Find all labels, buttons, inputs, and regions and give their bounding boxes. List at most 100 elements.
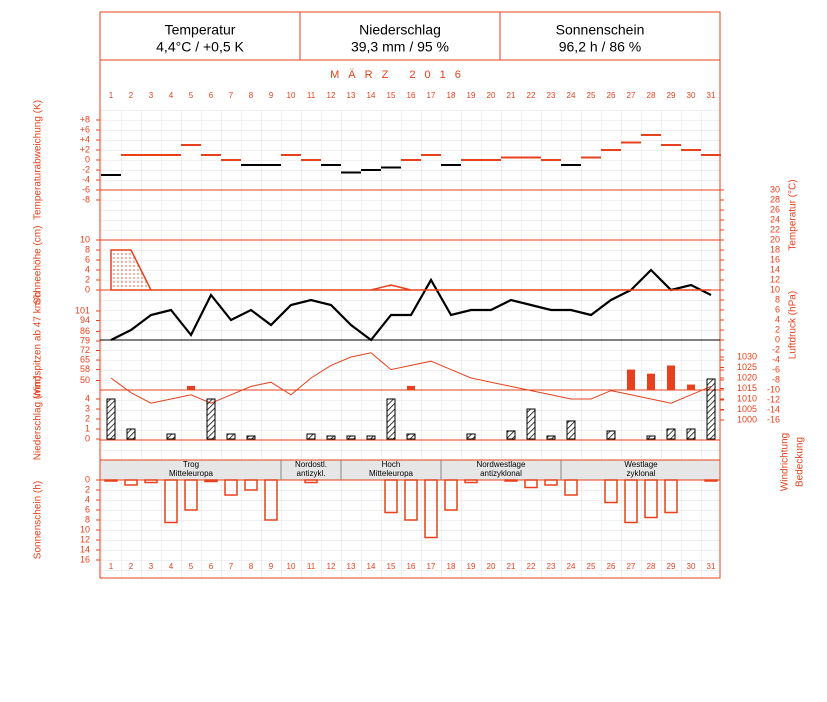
bar [627,369,635,390]
header-value: 96,2 h / 86 % [559,39,642,55]
bar [667,365,675,390]
day-label: 31 [707,562,716,571]
axis-label: Windspitzen ab 47 km/h [33,292,44,399]
y-tick-label: 10 [80,234,90,244]
y-tick-label: 1030 [737,351,757,361]
regime-label: antizyklonal [480,469,522,478]
regime-label: antizykl. [297,469,326,478]
y-tick-label: -12 [767,394,780,404]
bar [304,479,318,484]
day-label: 9 [269,91,274,100]
y-tick-label: 1005 [737,404,757,414]
bar [187,385,195,390]
regime-label: Mitteleuropa [369,469,414,478]
day-label: 24 [567,562,576,571]
day-label: 22 [527,562,536,571]
header-title: Sonnenschein [556,22,645,38]
y-tick-label: -4 [82,174,90,184]
day-label: 22 [527,91,536,100]
y-tick-label: 101 [75,305,90,315]
bar [407,385,415,390]
frame [99,11,721,579]
day-label: 10 [287,91,296,100]
day-label: 12 [327,562,336,571]
day-label: 5 [189,91,194,100]
day-label: 31 [707,91,716,100]
bar [644,479,658,519]
y-tick-label: 14 [80,544,90,554]
day-label: 3 [149,91,154,100]
y-tick-label: 0 [85,154,90,164]
day-label: 11 [307,91,316,100]
day-label: 23 [547,562,556,571]
day-label: 20 [487,562,496,571]
bar [604,479,618,504]
day-label: 6 [209,91,214,100]
y-tick-label: 20 [770,234,780,244]
y-tick-label: 12 [770,274,780,284]
y-tick-label: 16 [80,554,90,564]
bar [366,435,376,440]
regime-label: Nordostl. [295,460,327,469]
day-label: 8 [249,91,254,100]
regime-label: Mitteleuropa [169,469,214,478]
day-label: 13 [347,562,356,571]
axis-label: Temperatur (°C) [788,179,799,250]
area [110,249,711,291]
day-label: 16 [407,562,416,571]
y-tick-label: 2 [85,274,90,284]
y-tick-label: 58 [80,364,90,374]
bar [504,479,518,482]
bar [706,378,716,440]
day-label: 6 [209,562,214,571]
bar [566,420,576,440]
bar [544,479,558,486]
bar [464,479,478,484]
axis-label: Schneehöhe (cm) [33,226,44,305]
y-tick-label: 1020 [737,372,757,382]
y-tick-label: 10 [770,284,780,294]
header-value: 39,3 mm / 95 % [351,39,449,55]
y-tick-label: 0 [775,334,780,344]
bar [246,435,256,440]
y-tick-label: 1000 [737,414,757,424]
day-label: 30 [687,91,696,100]
y-tick-label: 8 [775,294,780,304]
y-tick-label: 65 [80,354,90,364]
y-tick-label: +6 [80,124,90,134]
day-label: 2 [129,562,134,571]
bar [424,479,438,539]
day-label: 23 [547,91,556,100]
y-tick-label: -8 [82,194,90,204]
day-label: 4 [169,562,174,571]
y-tick-label: 2 [85,484,90,494]
y-tick-label: 24 [770,214,780,224]
day-label: 28 [647,91,656,100]
day-label: 28 [647,562,656,571]
day-label: 11 [307,562,316,571]
y-tick-label: 4 [85,393,90,403]
y-tick-label: 28 [770,194,780,204]
regime-label: zyklonal [627,469,656,478]
y-tick-label: 6 [775,304,780,314]
y-tick-label: -6 [772,364,780,374]
regime-label: Trog [183,460,199,469]
day-label: 7 [229,91,234,100]
y-tick-label: 6 [85,504,90,514]
y-tick-label: 10 [80,524,90,534]
bar [564,479,578,496]
header-value: 4,4°C / +0,5 K [156,39,244,55]
day-label: 20 [487,91,496,100]
day-label: 1 [109,562,114,571]
y-tick-label: 14 [770,264,780,274]
day-label: 19 [467,91,476,100]
y-tick-label: 8 [85,244,90,254]
y-tick-label: 94 [80,315,90,325]
day-label: 12 [327,91,336,100]
bar [226,433,236,440]
bar [704,479,718,482]
row-label: Bedeckung [795,437,806,487]
bar [404,479,418,521]
bar [406,433,416,440]
